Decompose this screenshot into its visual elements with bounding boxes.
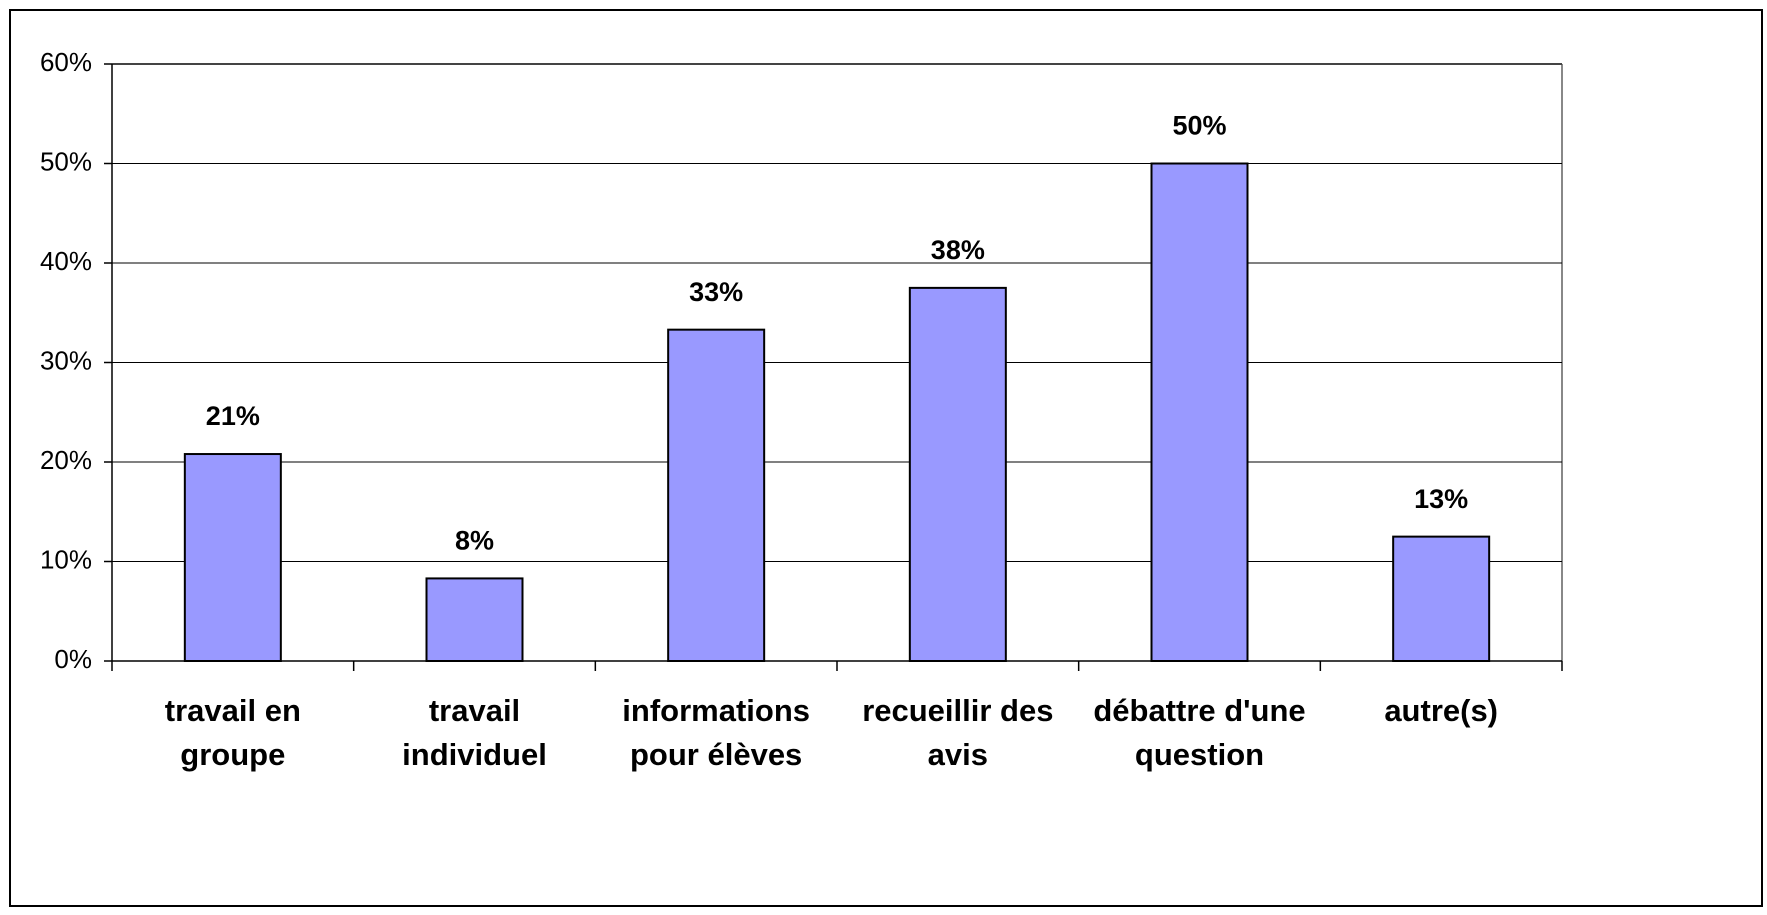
x-tick-label: autre(s) xyxy=(1384,693,1498,728)
y-tick-label: 20% xyxy=(40,445,92,475)
data-label: 33% xyxy=(689,277,743,307)
y-tick-label: 30% xyxy=(40,345,92,375)
bar xyxy=(667,328,766,662)
bar xyxy=(425,577,524,662)
x-tick-label: informations pour élèves xyxy=(622,693,810,772)
bar xyxy=(1150,162,1249,662)
chart-border xyxy=(9,9,1763,907)
data-label: 38% xyxy=(931,235,985,265)
bar xyxy=(1392,535,1491,662)
x-tick-label: débattre d'une question xyxy=(1093,693,1305,772)
data-label: 8% xyxy=(455,526,494,556)
x-tick-label: recueillir des avis xyxy=(862,693,1053,772)
y-tick-label: 60% xyxy=(40,47,92,77)
y-tick-label: 0% xyxy=(54,644,92,674)
y-tick-label: 40% xyxy=(40,246,92,276)
data-label: 50% xyxy=(1172,111,1226,141)
y-tick-label: 50% xyxy=(40,146,92,176)
bar xyxy=(908,286,1007,662)
x-tick-label: travail individuel xyxy=(402,693,547,772)
data-label: 13% xyxy=(1414,484,1468,514)
bar xyxy=(183,453,282,663)
x-tick-label: travail en groupe xyxy=(165,693,301,772)
data-label: 21% xyxy=(206,401,260,431)
y-tick-label: 10% xyxy=(40,544,92,574)
